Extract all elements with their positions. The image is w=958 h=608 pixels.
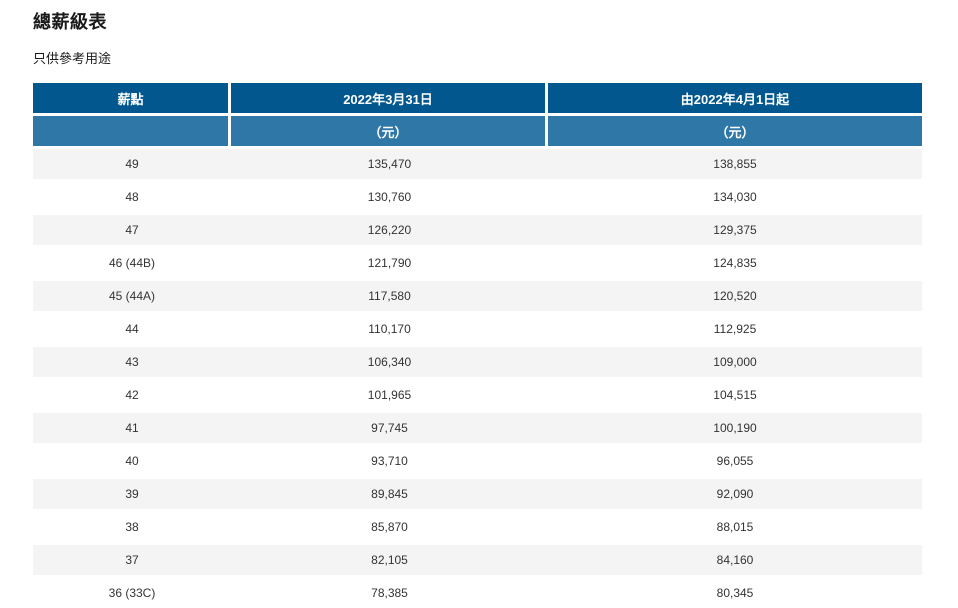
after-value-cell: 138,855	[548, 149, 922, 182]
pay-scale-table: 薪點 2022年3月31日 由2022年4月1日起 （元） （元） 49 135,…	[33, 83, 922, 608]
table-row: 39 89,845 92,090	[33, 479, 922, 512]
table-unit-row: （元） （元）	[33, 116, 922, 149]
before-value-cell: 85,870	[231, 512, 548, 545]
table-row: 49 135,470 138,855	[33, 149, 922, 182]
after-value-cell: 109,000	[548, 347, 922, 380]
unit-cell-before: （元）	[231, 116, 548, 149]
pay-point-cell: 47	[33, 215, 231, 248]
before-value-cell: 126,220	[231, 215, 548, 248]
after-value-cell: 80,345	[548, 578, 922, 608]
table-row: 41 97,745 100,190	[33, 413, 922, 446]
after-value-cell: 112,925	[548, 314, 922, 347]
table-row: 43 106,340 109,000	[33, 347, 922, 380]
table-row: 42 101,965 104,515	[33, 380, 922, 413]
unit-cell-pay-point	[33, 116, 231, 149]
after-value-cell: 104,515	[548, 380, 922, 413]
before-value-cell: 110,170	[231, 314, 548, 347]
pay-point-cell: 49	[33, 149, 231, 182]
after-value-cell: 120,520	[548, 281, 922, 314]
before-value-cell: 78,385	[231, 578, 548, 608]
column-header-pay-point: 薪點	[33, 83, 231, 116]
before-value-cell: 82,105	[231, 545, 548, 578]
table-row: 38 85,870 88,015	[33, 512, 922, 545]
pay-point-cell: 36 (33C)	[33, 578, 231, 608]
after-value-cell: 84,160	[548, 545, 922, 578]
page-title: 總薪級表	[33, 12, 107, 32]
before-value-cell: 130,760	[231, 182, 548, 215]
before-value-cell: 89,845	[231, 479, 548, 512]
pay-point-cell: 48	[33, 182, 231, 215]
unit-cell-after: （元）	[548, 116, 922, 149]
pay-point-cell: 40	[33, 446, 231, 479]
after-value-cell: 134,030	[548, 182, 922, 215]
pay-point-cell: 45 (44A)	[33, 281, 231, 314]
after-value-cell: 88,015	[548, 512, 922, 545]
before-value-cell: 93,710	[231, 446, 548, 479]
table-row: 37 82,105 84,160	[33, 545, 922, 578]
column-header-before-date: 2022年3月31日	[231, 83, 548, 116]
table-row: 40 93,710 96,055	[33, 446, 922, 479]
pay-scale-table-body: 49 135,470 138,855 48 130,760 134,030 47 126,22…	[33, 149, 922, 608]
after-value-cell: 92,090	[548, 479, 922, 512]
after-value-cell: 129,375	[548, 215, 922, 248]
table-row: 47 126,220 129,375	[33, 215, 922, 248]
pay-point-cell: 38	[33, 512, 231, 545]
table-row: 48 130,760 134,030	[33, 182, 922, 215]
before-value-cell: 117,580	[231, 281, 548, 314]
pay-point-cell: 44	[33, 314, 231, 347]
before-value-cell: 135,470	[231, 149, 548, 182]
after-value-cell: 100,190	[548, 413, 922, 446]
table-row: 46 (44B) 121,790 124,835	[33, 248, 922, 281]
column-header-after-date: 由2022年4月1日起	[548, 83, 922, 116]
table-row: 44 110,170 112,925	[33, 314, 922, 347]
pay-point-cell: 39	[33, 479, 231, 512]
after-value-cell: 124,835	[548, 248, 922, 281]
before-value-cell: 97,745	[231, 413, 548, 446]
before-value-cell: 106,340	[231, 347, 548, 380]
table-row: 36 (33C) 78,385 80,345	[33, 578, 922, 608]
pay-point-cell: 46 (44B)	[33, 248, 231, 281]
pay-point-cell: 43	[33, 347, 231, 380]
pay-point-cell: 41	[33, 413, 231, 446]
table-header-row: 薪點 2022年3月31日 由2022年4月1日起	[33, 83, 922, 116]
before-value-cell: 121,790	[231, 248, 548, 281]
page-subtitle: 只供參考用途	[33, 51, 112, 66]
after-value-cell: 96,055	[548, 446, 922, 479]
table-row: 45 (44A) 117,580 120,520	[33, 281, 922, 314]
before-value-cell: 101,965	[231, 380, 548, 413]
pay-point-cell: 37	[33, 545, 231, 578]
pay-point-cell: 42	[33, 380, 231, 413]
